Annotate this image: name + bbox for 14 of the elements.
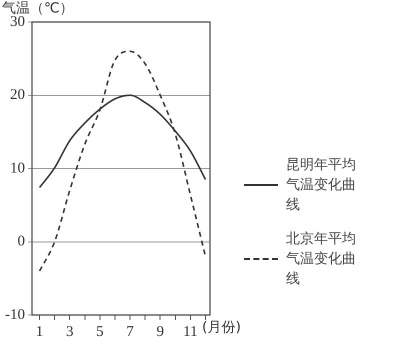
x-tick-label: 1 bbox=[36, 324, 44, 340]
y-tick-label: 0 bbox=[17, 234, 25, 250]
x-tick-label: 3 bbox=[66, 324, 74, 340]
y-tick-label: 20 bbox=[10, 87, 25, 104]
x-tick-label: 9 bbox=[156, 324, 164, 340]
line-series bbox=[38, 50, 206, 272]
y-tick-label: -10 bbox=[4, 306, 25, 323]
x-tick-label: 5 bbox=[96, 324, 104, 340]
x-tick-label: 11 bbox=[183, 324, 198, 340]
y-tick-label: 10 bbox=[10, 160, 25, 176]
x-tick-label: 7 bbox=[126, 324, 134, 340]
x-axis-title: (月份) bbox=[202, 320, 241, 336]
legend-label: 北京年平均气温变化曲线 bbox=[286, 230, 357, 289]
legend-label: 昆明年平均气温变化曲线 bbox=[286, 156, 357, 215]
